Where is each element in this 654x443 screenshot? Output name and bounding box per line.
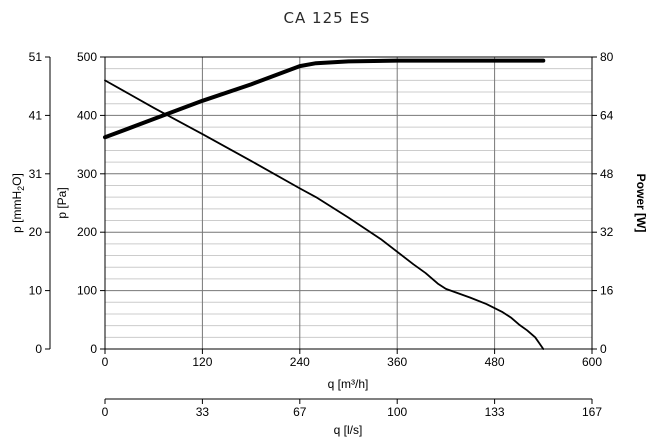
secondary-x-axis: 0 33 67 100 133 167 (102, 398, 602, 419)
right-y-tick-label: 64 (600, 108, 614, 122)
right-y-tick-label: 80 (600, 50, 614, 64)
outer-y-label-subscript: 2 (16, 186, 26, 191)
y-tick-label: 0 (90, 342, 97, 356)
x-axis-label: q [m³/h] (328, 377, 369, 391)
outer-y-axis: 0 10 20 31 41 51 (29, 50, 51, 356)
outer-y-tick-label: 20 (29, 225, 43, 239)
right-y-axis-label: Power [W] (634, 174, 648, 233)
outer-y-tick-label: 31 (29, 167, 43, 181)
x2-tick-label: 100 (387, 405, 407, 419)
outer-y-tick-label: 51 (29, 50, 43, 64)
chart-title: CA 125 ES (284, 9, 371, 27)
x2-axis-label: q [l/s] (334, 423, 363, 437)
minor-gridlines (105, 68, 592, 338)
outer-y-tick-label: 10 (29, 284, 43, 298)
x-tick-label: 480 (485, 355, 505, 369)
y-tick-label: 100 (77, 284, 97, 298)
outer-y-tick-label: 41 (29, 108, 43, 122)
plot-frame (104, 56, 593, 350)
y-axis-label: p [Pa] (55, 187, 69, 218)
right-y-tick-label: 0 (600, 342, 607, 356)
x-tick-label: 360 (387, 355, 407, 369)
y-tick-label: 500 (77, 50, 97, 64)
x2-tick-label: 33 (196, 405, 210, 419)
outer-y-axis-label: p [mmH2O] (10, 173, 26, 233)
right-y-tick-label: 32 (600, 225, 614, 239)
outer-y-label-prefix: p [mmH (10, 191, 24, 233)
outer-y-label-suffix: O] (10, 173, 24, 186)
x2-tick-label: 133 (485, 405, 505, 419)
x2-tick-label: 167 (582, 405, 602, 419)
outer-y-tick-label: 0 (35, 342, 42, 356)
x-tick-label: 120 (192, 355, 212, 369)
y-tick-label: 200 (77, 225, 97, 239)
right-y-tick-label: 16 (600, 284, 614, 298)
y-tick-label: 400 (77, 108, 97, 122)
x-tick-label: 0 (102, 355, 109, 369)
power-curve (103, 58, 546, 140)
right-y-axis-ticks: 0 16 32 48 64 80 (592, 50, 614, 356)
x2-tick-label: 67 (293, 405, 307, 419)
x-tick-label: 240 (290, 355, 310, 369)
pressure-curve (104, 79, 545, 350)
major-gridlines (105, 57, 592, 349)
series-layer (103, 58, 546, 350)
x-axis-ticks: 0 120 240 360 480 600 (102, 349, 602, 369)
x2-tick-label: 0 (102, 405, 109, 419)
right-y-tick-label: 48 (600, 167, 614, 181)
y-tick-label: 300 (77, 167, 97, 181)
x-tick-label: 600 (582, 355, 602, 369)
y-axis-ticks: 0 100 200 300 400 500 (77, 50, 105, 356)
